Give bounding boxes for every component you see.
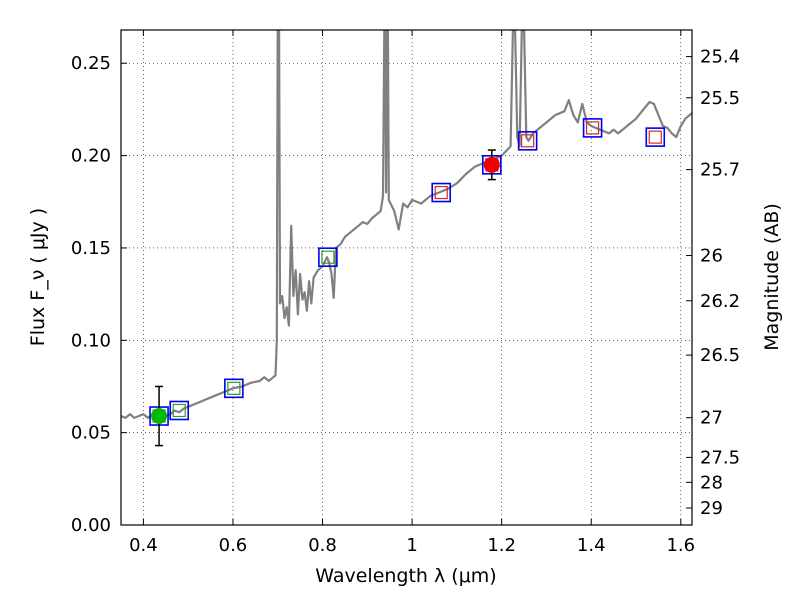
model-box-inner [321,250,335,264]
model-box-outer [224,378,244,399]
model-box-inner [585,121,600,135]
y2-tick-label: 26 [700,246,723,267]
model-box-outer [169,400,190,421]
observed-point [151,408,168,425]
x-tick-label: 0.8 [308,535,337,556]
y2-axis-label: Magnitude (AB) [761,203,783,351]
x-tick-label: 1.2 [487,535,516,556]
ticks: 0.4 0.6 0.8 1 1.2 1.4 1.6 0.00 0.05 0.10 0.15 0.20 0… [71,30,740,556]
y-axis-label: Flux F_ν ( μJy ) [27,208,49,346]
y-tick-label: 0.05 [71,423,111,444]
y2-tick-label: 25.4 [700,47,740,68]
observed-point [483,156,500,173]
x-tick-label: 0.6 [219,535,248,556]
x-tick-label: 1.4 [577,535,606,556]
model-box-inner [648,130,662,144]
x-tick-label: 1.6 [666,535,695,556]
y-tick-label: 0.00 [71,515,111,536]
model-box-inner [434,185,448,200]
model-box-outer [517,131,538,151]
x-axis-label: Wavelength λ (μm) [315,565,496,587]
series-layer [121,30,692,419]
x-tick-label: 1 [406,535,417,556]
marker-layer [149,118,666,447]
y-tick-label: 0.20 [71,146,111,167]
plot-background [121,30,692,525]
model-box-outer [582,118,603,138]
y-tick-label: 0.15 [71,238,111,259]
y2-tick-label: 26.2 [700,291,740,312]
y2-tick-label: 27 [700,408,723,429]
model-box-inner [227,381,241,395]
y-tick-label: 0.25 [71,53,111,74]
grid [121,30,692,525]
y-axis-label-text: Flux F_ν ( μJy ) [27,208,49,346]
model-box-outer [318,247,338,267]
y2-tick-label: 26.5 [700,345,740,366]
y2-tick-label: 28 [700,472,723,493]
model-box-outer [645,127,666,147]
y2-axis-label-text: Magnitude (AB) [761,203,783,351]
y-tick-label: 0.10 [71,330,111,351]
model-box-inner [521,134,535,148]
x-tick-label: 0.4 [129,535,158,556]
y2-tick-label: 29 [700,498,723,519]
model-box-outer [431,182,452,203]
spectrum-line [121,30,692,419]
model-box-inner [172,403,186,418]
plot-frame [120,29,693,526]
y2-tick-label: 25.5 [700,88,740,109]
y2-tick-label: 25.7 [700,160,740,181]
y2-tick-label: 27.5 [700,447,740,468]
